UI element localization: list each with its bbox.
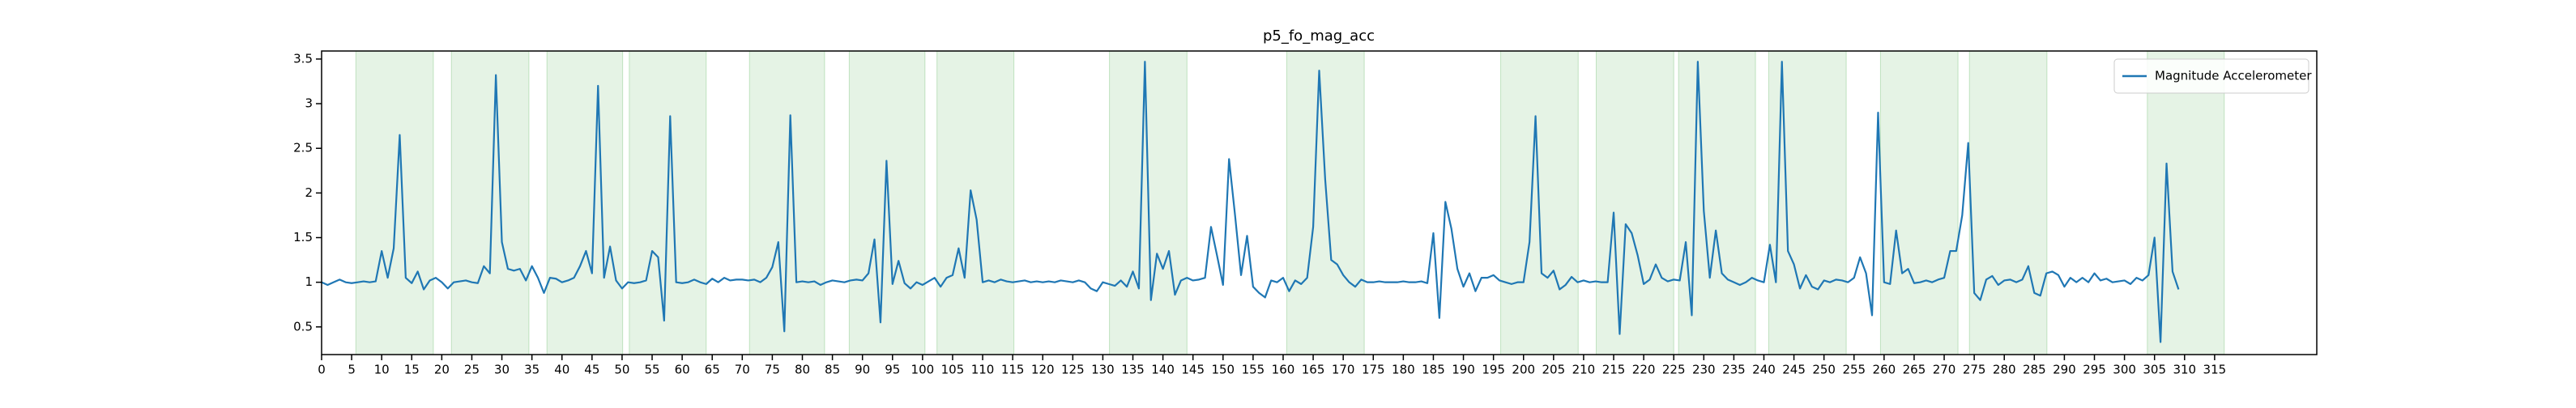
x-tick-label: 185 bbox=[1422, 363, 1445, 377]
x-tick-label: 60 bbox=[675, 363, 690, 377]
x-tick-label: 5 bbox=[348, 363, 356, 377]
x-tick-label: 20 bbox=[434, 363, 450, 377]
y-tick-label: 3 bbox=[305, 96, 313, 111]
x-tick-label: 275 bbox=[1963, 363, 1986, 377]
x-tick-label: 215 bbox=[1602, 363, 1626, 377]
x-tick-label: 300 bbox=[2113, 363, 2136, 377]
x-tick-label: 195 bbox=[1482, 363, 1505, 377]
x-tick-label: 250 bbox=[1812, 363, 1836, 377]
shaded-span bbox=[2147, 50, 2225, 355]
x-tick-label: 115 bbox=[1001, 363, 1025, 377]
x-tick-label: 35 bbox=[524, 363, 540, 377]
x-tick-label: 280 bbox=[1993, 363, 2016, 377]
x-tick-label: 205 bbox=[1542, 363, 1566, 377]
x-tick-label: 305 bbox=[2143, 363, 2166, 377]
x-tick-label: 80 bbox=[795, 363, 810, 377]
x-tick-label: 10 bbox=[374, 363, 390, 377]
shaded-span bbox=[848, 50, 926, 355]
x-tick-label: 125 bbox=[1061, 363, 1085, 377]
plot-frame bbox=[321, 50, 2318, 355]
x-tick-label: 120 bbox=[1031, 363, 1055, 377]
x-tick-label: 105 bbox=[941, 363, 965, 377]
y-tick-label: 3.5 bbox=[293, 51, 313, 66]
x-tick-label: 255 bbox=[1842, 363, 1866, 377]
x-tick-label: 265 bbox=[1903, 363, 1926, 377]
x-tick-label: 240 bbox=[1752, 363, 1776, 377]
x-tick-label: 190 bbox=[1452, 363, 1475, 377]
x-tick-label: 260 bbox=[1873, 363, 1896, 377]
y-tick-label: 1 bbox=[305, 274, 313, 289]
x-tick-label: 225 bbox=[1662, 363, 1686, 377]
x-tick-label: 15 bbox=[404, 363, 420, 377]
x-tick-label: 170 bbox=[1332, 363, 1355, 377]
x-tick-label: 230 bbox=[1692, 363, 1716, 377]
x-tick-label: 315 bbox=[2203, 363, 2227, 377]
x-tick-label: 95 bbox=[885, 363, 900, 377]
shaded-span bbox=[1879, 50, 1959, 355]
y-tick-label: 0.5 bbox=[293, 319, 313, 334]
data-line bbox=[321, 61, 2180, 343]
legend-box bbox=[2113, 58, 2309, 94]
shaded-span bbox=[1968, 50, 2048, 355]
x-tick-label: 55 bbox=[644, 363, 659, 377]
legend-label: Magnitude Accelerometer bbox=[2155, 69, 2312, 83]
x-tick-label: 140 bbox=[1151, 363, 1175, 377]
x-tick-label: 130 bbox=[1091, 363, 1115, 377]
shaded-span bbox=[355, 50, 434, 355]
x-tick-label: 30 bbox=[494, 363, 510, 377]
x-tick-label: 145 bbox=[1181, 363, 1205, 377]
y-tick-label: 1.5 bbox=[293, 230, 313, 244]
x-tick-label: 175 bbox=[1362, 363, 1385, 377]
x-tick-label: 290 bbox=[2053, 363, 2076, 377]
x-tick-label: 100 bbox=[911, 363, 935, 377]
x-tick-label: 235 bbox=[1722, 363, 1746, 377]
x-tick-label: 200 bbox=[1512, 363, 1535, 377]
x-tick-label: 160 bbox=[1272, 363, 1295, 377]
x-tick-label: 65 bbox=[705, 363, 720, 377]
x-tick-label: 25 bbox=[464, 363, 480, 377]
x-tick-label: 245 bbox=[1782, 363, 1806, 377]
x-tick-label: 90 bbox=[855, 363, 870, 377]
y-tick-label: 2.5 bbox=[293, 141, 313, 155]
x-tick-label: 210 bbox=[1572, 363, 1596, 377]
shaded-span bbox=[546, 50, 624, 355]
x-tick-label: 45 bbox=[584, 363, 599, 377]
x-tick-label: 295 bbox=[2083, 363, 2106, 377]
shaded-span bbox=[1596, 50, 1674, 355]
shaded-span bbox=[936, 50, 1015, 355]
x-tick-label: 75 bbox=[765, 363, 780, 377]
x-tick-label: 310 bbox=[2173, 363, 2196, 377]
shaded-span bbox=[1286, 50, 1365, 355]
x-tick-label: 50 bbox=[614, 363, 629, 377]
x-tick-label: 70 bbox=[735, 363, 750, 377]
x-tick-label: 110 bbox=[971, 363, 995, 377]
x-tick-label: 180 bbox=[1392, 363, 1415, 377]
x-tick-label: 150 bbox=[1211, 363, 1235, 377]
x-tick-label: 270 bbox=[1933, 363, 1956, 377]
x-tick-label: 285 bbox=[2023, 363, 2046, 377]
y-tick-label: 2 bbox=[305, 185, 313, 200]
x-tick-label: 135 bbox=[1121, 363, 1145, 377]
shaded-span bbox=[450, 50, 530, 355]
x-tick-label: 220 bbox=[1632, 363, 1656, 377]
x-tick-label: 0 bbox=[318, 363, 326, 377]
x-tick-label: 40 bbox=[554, 363, 569, 377]
x-tick-label: 155 bbox=[1242, 363, 1265, 377]
chart-title: p5_fo_mag_acc bbox=[1263, 28, 1375, 45]
x-tick-label: 85 bbox=[825, 363, 840, 377]
shaded-span bbox=[1678, 50, 1756, 355]
x-tick-label: 165 bbox=[1302, 363, 1325, 377]
